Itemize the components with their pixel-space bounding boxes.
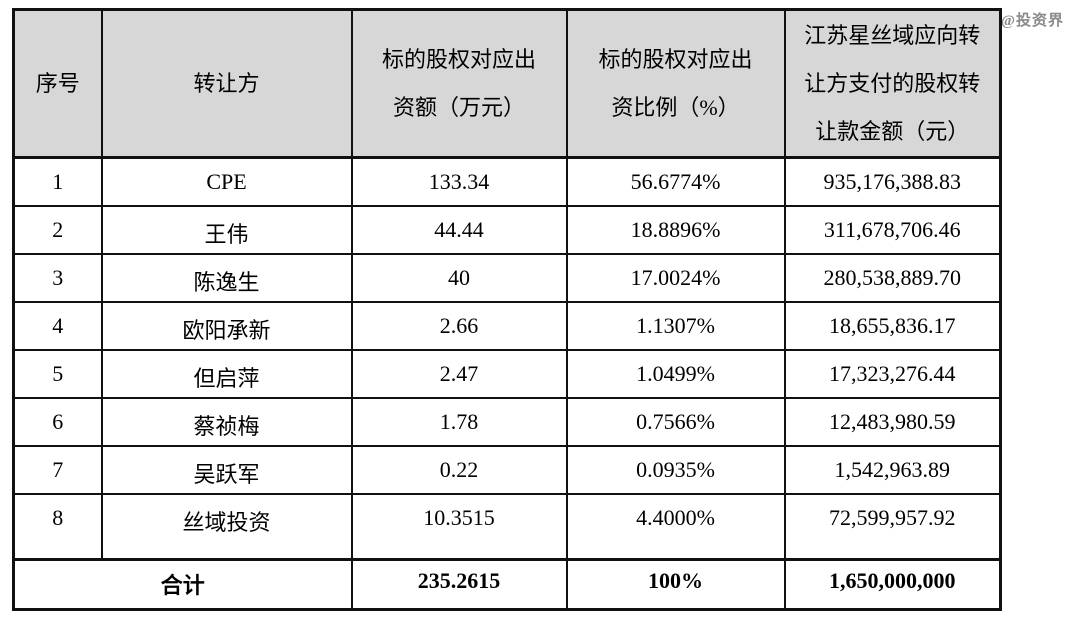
cell-ratio: 4.4000% bbox=[565, 492, 786, 561]
cell-ratio: 0.7566% bbox=[565, 396, 786, 447]
cell-ratio: 18.8896% bbox=[565, 204, 786, 255]
total-ratio: 100% bbox=[565, 558, 786, 611]
table-total-row: 合计 235.2615 100% 1,650,000,000 bbox=[12, 558, 1002, 611]
table-row: 6 蔡祯梅 1.78 0.7566% 12,483,980.59 bbox=[12, 396, 1002, 447]
table-row: 8 丝域投资 10.3515 4.4000% 72,599,957.92 bbox=[12, 492, 1002, 561]
table-row: 1 CPE 133.34 56.6774% 935,176,388.83 bbox=[12, 156, 1002, 207]
cell-no: 6 bbox=[12, 396, 103, 447]
cell-no: 4 bbox=[12, 300, 103, 351]
cell-transferor: 吴跃军 bbox=[100, 444, 353, 495]
cell-ratio: 1.1307% bbox=[565, 300, 786, 351]
cell-transferor: CPE bbox=[100, 156, 353, 207]
table-row: 4 欧阳承新 2.66 1.1307% 18,655,836.17 bbox=[12, 300, 1002, 351]
equity-transfer-table: 序号 转让方 标的股权对应出资额（万元） 标的股权对应出资比例（%） 江苏星丝域… bbox=[12, 8, 1002, 611]
total-label: 合计 bbox=[12, 558, 353, 611]
cell-ratio: 0.0935% bbox=[565, 444, 786, 495]
cell-amount: 133.34 bbox=[350, 156, 568, 207]
total-amount: 235.2615 bbox=[350, 558, 568, 611]
cell-amount: 1.78 bbox=[350, 396, 568, 447]
table-row: 7 吴跃军 0.22 0.0935% 1,542,963.89 bbox=[12, 444, 1002, 495]
cell-amount: 10.3515 bbox=[350, 492, 568, 561]
cell-transferor: 但启萍 bbox=[100, 348, 353, 399]
cell-transferor: 王伟 bbox=[100, 204, 353, 255]
cell-payment: 12,483,980.59 bbox=[783, 396, 1002, 447]
cell-no: 5 bbox=[12, 348, 103, 399]
header-cell-index: 序号 bbox=[12, 8, 103, 159]
table-row: 5 但启萍 2.47 1.0499% 17,323,276.44 bbox=[12, 348, 1002, 399]
cell-payment: 935,176,388.83 bbox=[783, 156, 1002, 207]
cell-no: 7 bbox=[12, 444, 103, 495]
cell-amount: 44.44 bbox=[350, 204, 568, 255]
header-cell-payment: 江苏星丝域应向转让方支付的股权转让款金额（元） bbox=[783, 8, 1002, 159]
cell-amount: 2.66 bbox=[350, 300, 568, 351]
header-cell-amount: 标的股权对应出资额（万元） bbox=[350, 8, 568, 159]
table-header-row: 序号 转让方 标的股权对应出资额（万元） 标的股权对应出资比例（%） 江苏星丝域… bbox=[12, 8, 1002, 159]
cell-amount: 40 bbox=[350, 252, 568, 303]
cell-no: 1 bbox=[12, 156, 103, 207]
total-payment: 1,650,000,000 bbox=[783, 558, 1002, 611]
cell-no: 2 bbox=[12, 204, 103, 255]
cell-no: 8 bbox=[12, 492, 103, 561]
cell-payment: 18,655,836.17 bbox=[783, 300, 1002, 351]
cell-transferor: 欧阳承新 bbox=[100, 300, 353, 351]
cell-payment: 17,323,276.44 bbox=[783, 348, 1002, 399]
table-row: 3 陈逸生 40 17.0024% 280,538,889.70 bbox=[12, 252, 1002, 303]
watermark: @投资界 bbox=[1001, 13, 1064, 29]
cell-payment: 1,542,963.89 bbox=[783, 444, 1002, 495]
cell-payment: 72,599,957.92 bbox=[783, 492, 1002, 561]
header-cell-ratio: 标的股权对应出资比例（%） bbox=[565, 8, 786, 159]
cell-ratio: 56.6774% bbox=[565, 156, 786, 207]
cell-payment: 311,678,706.46 bbox=[783, 204, 1002, 255]
cell-ratio: 17.0024% bbox=[565, 252, 786, 303]
cell-amount: 0.22 bbox=[350, 444, 568, 495]
cell-amount: 2.47 bbox=[350, 348, 568, 399]
header-cell-transferor: 转让方 bbox=[100, 8, 353, 159]
table-row: 2 王伟 44.44 18.8896% 311,678,706.46 bbox=[12, 204, 1002, 255]
cell-transferor: 丝域投资 bbox=[100, 492, 353, 561]
cell-transferor: 蔡祯梅 bbox=[100, 396, 353, 447]
cell-no: 3 bbox=[12, 252, 103, 303]
cell-transferor: 陈逸生 bbox=[100, 252, 353, 303]
cell-ratio: 1.0499% bbox=[565, 348, 786, 399]
cell-payment: 280,538,889.70 bbox=[783, 252, 1002, 303]
